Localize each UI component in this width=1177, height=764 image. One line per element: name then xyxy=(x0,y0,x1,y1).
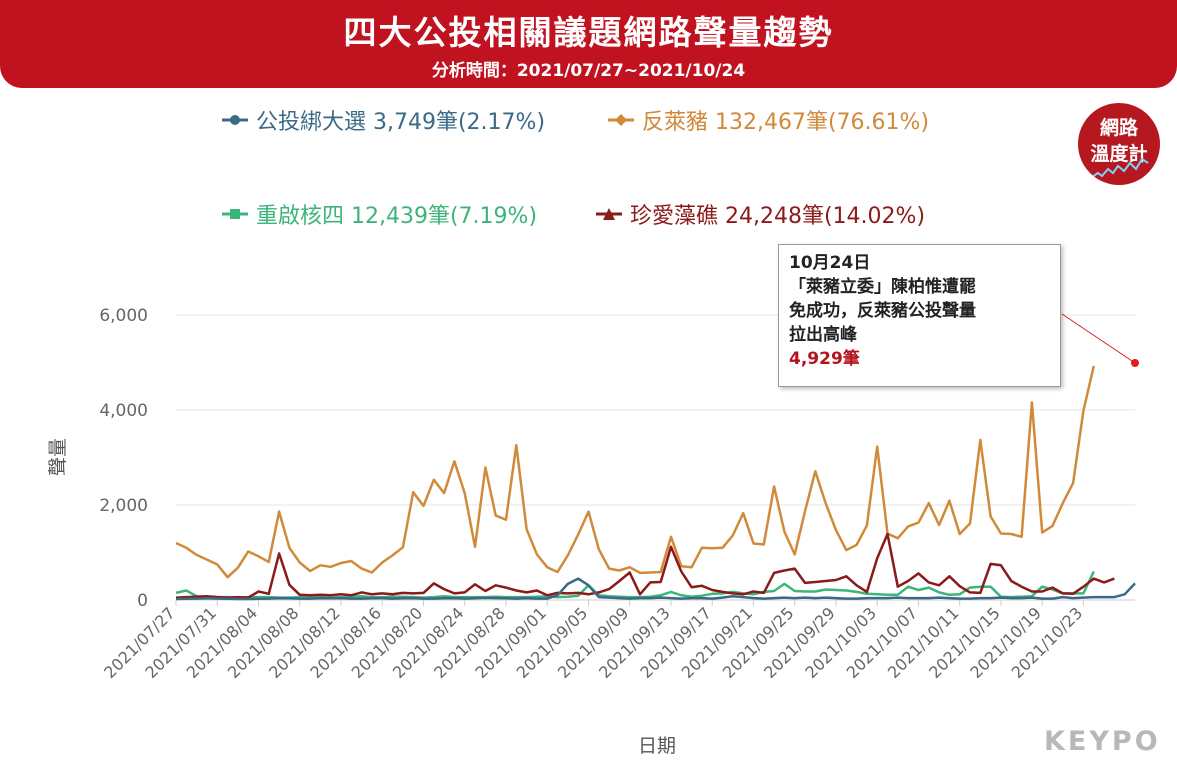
badge-wave-icon xyxy=(1091,157,1149,178)
badge-line2: 溫度計 xyxy=(1090,143,1148,165)
y-tick-label: 4,000 xyxy=(99,401,148,421)
tooltip-line2: 免成功，反萊豬公投聲量 xyxy=(789,301,976,321)
series-line-1[interactable] xyxy=(175,577,1136,601)
y-axis-label: 聲量 xyxy=(47,438,69,476)
legend-item-s3[interactable]: 重啟核四 12,439筆(7.19%) xyxy=(222,198,537,230)
series-group xyxy=(175,365,1136,601)
legend-square-icon xyxy=(222,209,248,219)
legend-circle-icon xyxy=(222,115,248,125)
legend-label-s1: 公投綁大選 3,749筆(2.17%) xyxy=(256,110,546,135)
legend-triangle-icon xyxy=(596,208,622,220)
legend-label-s3: 重啟核四 12,439筆(7.19%) xyxy=(256,204,538,229)
annotation-tooltip: 10月24日 「萊豬立委」陳柏惟遭罷 免成功，反萊豬公投聲量 拉出高峰 4,92… xyxy=(778,244,1061,387)
keypo-logo: KEYPO xyxy=(1044,726,1161,757)
header-banner: 四大公投相關議題網路聲量趨勢 分析時間：2021/07/27~2021/10/2… xyxy=(0,0,1177,88)
tooltip-line1: 「萊豬立委」陳柏惟遭罷 xyxy=(789,277,976,297)
tooltip-value: 4,929筆 xyxy=(789,349,860,369)
temperature-badge: 網路 溫度計 xyxy=(1078,103,1160,185)
callout-dot xyxy=(1131,359,1139,367)
y-tick-label: 6,000 xyxy=(99,306,148,326)
legend-item-s4[interactable]: 珍愛藻礁 24,248筆(14.02%) xyxy=(596,198,925,230)
legend-item-s1[interactable]: 公投綁大選 3,749筆(2.17%) xyxy=(222,104,545,136)
series-line-4[interactable] xyxy=(175,532,1115,599)
legend-diamond-icon xyxy=(608,114,634,126)
x-axis-ticks: 2021/07/272021/07/312021/08/042021/08/08… xyxy=(100,599,1135,682)
badge-line1: 網路 xyxy=(1099,117,1138,139)
x-axis-label: 日期 xyxy=(638,735,676,757)
legend-item-s2[interactable]: 反萊豬 132,467筆(76.61%) xyxy=(608,104,929,136)
tooltip-date: 10月24日 xyxy=(789,253,871,273)
chart-subtitle: 分析時間：2021/07/27~2021/10/24 xyxy=(431,61,746,81)
legend-label-s2: 反萊豬 132,467筆(76.61%) xyxy=(642,110,930,135)
legend-label-s4: 珍愛藻礁 24,248筆(14.02%) xyxy=(630,204,926,229)
y-tick-label: 0 xyxy=(137,591,148,611)
tooltip-line3: 拉出高峰 xyxy=(789,325,857,345)
y-axis-ticks: 0 2,000 4,000 6,000 xyxy=(99,306,148,611)
series-line-2[interactable] xyxy=(175,365,1096,579)
callout-line xyxy=(1061,313,1136,364)
chart-title: 四大公投相關議題網路聲量趨勢 xyxy=(343,13,834,52)
y-tick-label: 2,000 xyxy=(99,496,148,516)
